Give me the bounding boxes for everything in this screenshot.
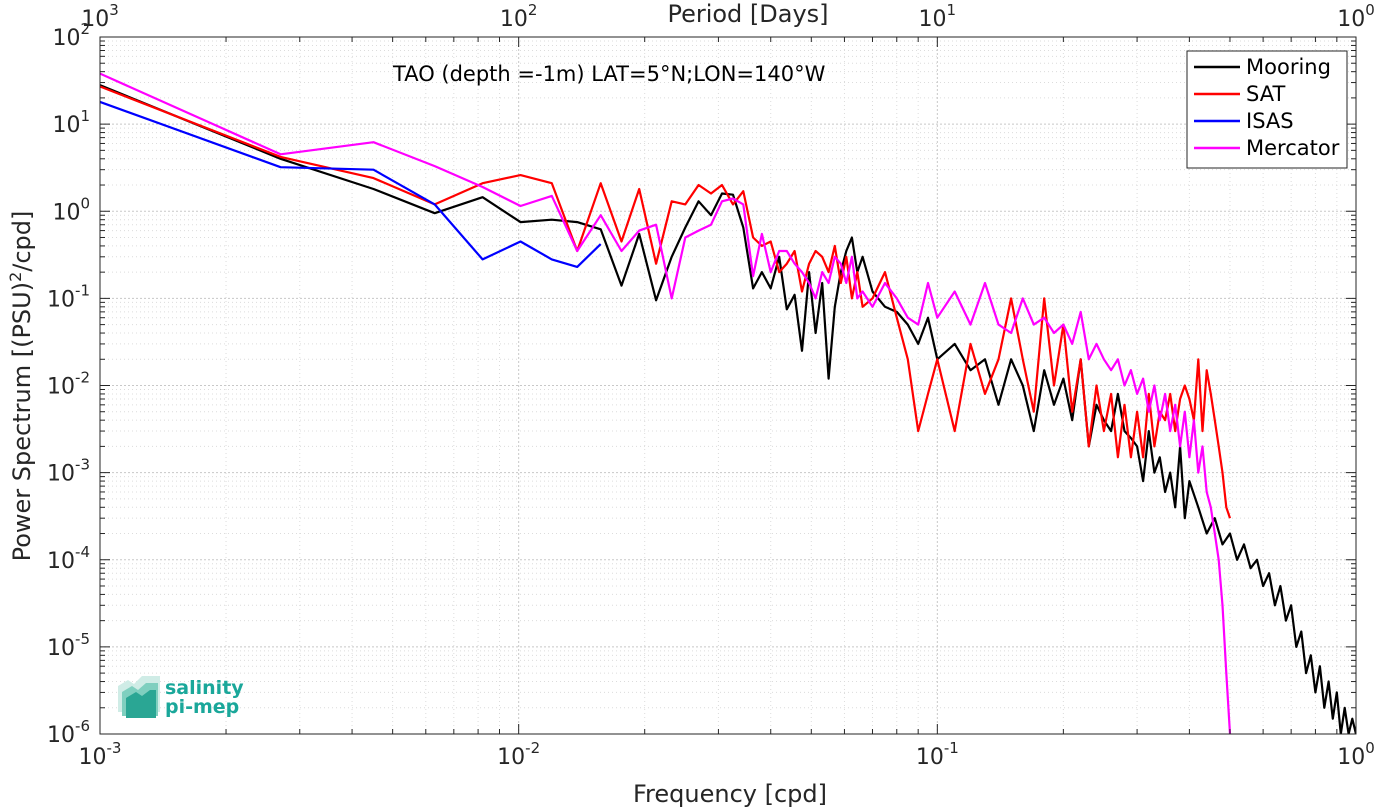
y-tick-label: 101 xyxy=(52,107,90,138)
y-tick-label: 10-2 xyxy=(47,369,90,400)
logo-line-1: salinity xyxy=(165,677,244,699)
y-tick-label: 102 xyxy=(52,20,90,51)
y-tick-label: 10-3 xyxy=(47,456,90,487)
legend-label-mooring: Mooring xyxy=(1246,55,1331,79)
series-line-isas xyxy=(100,100,602,268)
y-axis-title: Power Spectrum [(PSU)2/cpd] xyxy=(6,211,36,562)
series-line-mooring xyxy=(100,84,1356,734)
top-tick-label: 101 xyxy=(919,1,957,32)
x-tick-label: 10-1 xyxy=(916,739,959,770)
legend: Mooring SAT ISAS Mercator xyxy=(1186,50,1348,169)
x-tick-label: 10-3 xyxy=(79,739,122,770)
logo-line-2: pi-mep xyxy=(165,696,239,718)
y-tick-label: 100 xyxy=(52,194,90,225)
x-axis-title: Frequency [cpd] xyxy=(633,780,827,808)
salinity-pi-mep-logo: salinity pi-mep xyxy=(118,676,244,718)
top-tick-label: 103 xyxy=(81,1,119,32)
series-line-sat xyxy=(100,85,1232,519)
series-layer xyxy=(100,72,1356,734)
x-tick-label: 10-2 xyxy=(497,739,540,770)
top-tick-label: 100 xyxy=(1337,1,1375,32)
series-line-mercator xyxy=(100,72,1232,734)
legend-label-mercator: Mercator xyxy=(1246,136,1340,160)
y-tick-label: 10-6 xyxy=(47,717,90,748)
y-tick-label: 10-5 xyxy=(47,630,90,661)
legend-label-isas: ISAS xyxy=(1246,109,1294,133)
chart-title: TAO (depth =-1m) LAT=5°N;LON=140°W xyxy=(392,62,826,86)
x-tick-label: 100 xyxy=(1337,739,1375,770)
y-tick-label: 10-4 xyxy=(47,543,90,574)
top-tick-label: 102 xyxy=(500,1,538,32)
ticks-layer xyxy=(99,36,1357,735)
waves-icon xyxy=(118,676,160,718)
minor-grid xyxy=(100,37,1356,734)
legend-label-sat: SAT xyxy=(1246,82,1285,106)
y-tick-label: 10-1 xyxy=(47,281,90,312)
top-axis-title: Period [Days] xyxy=(667,0,828,28)
